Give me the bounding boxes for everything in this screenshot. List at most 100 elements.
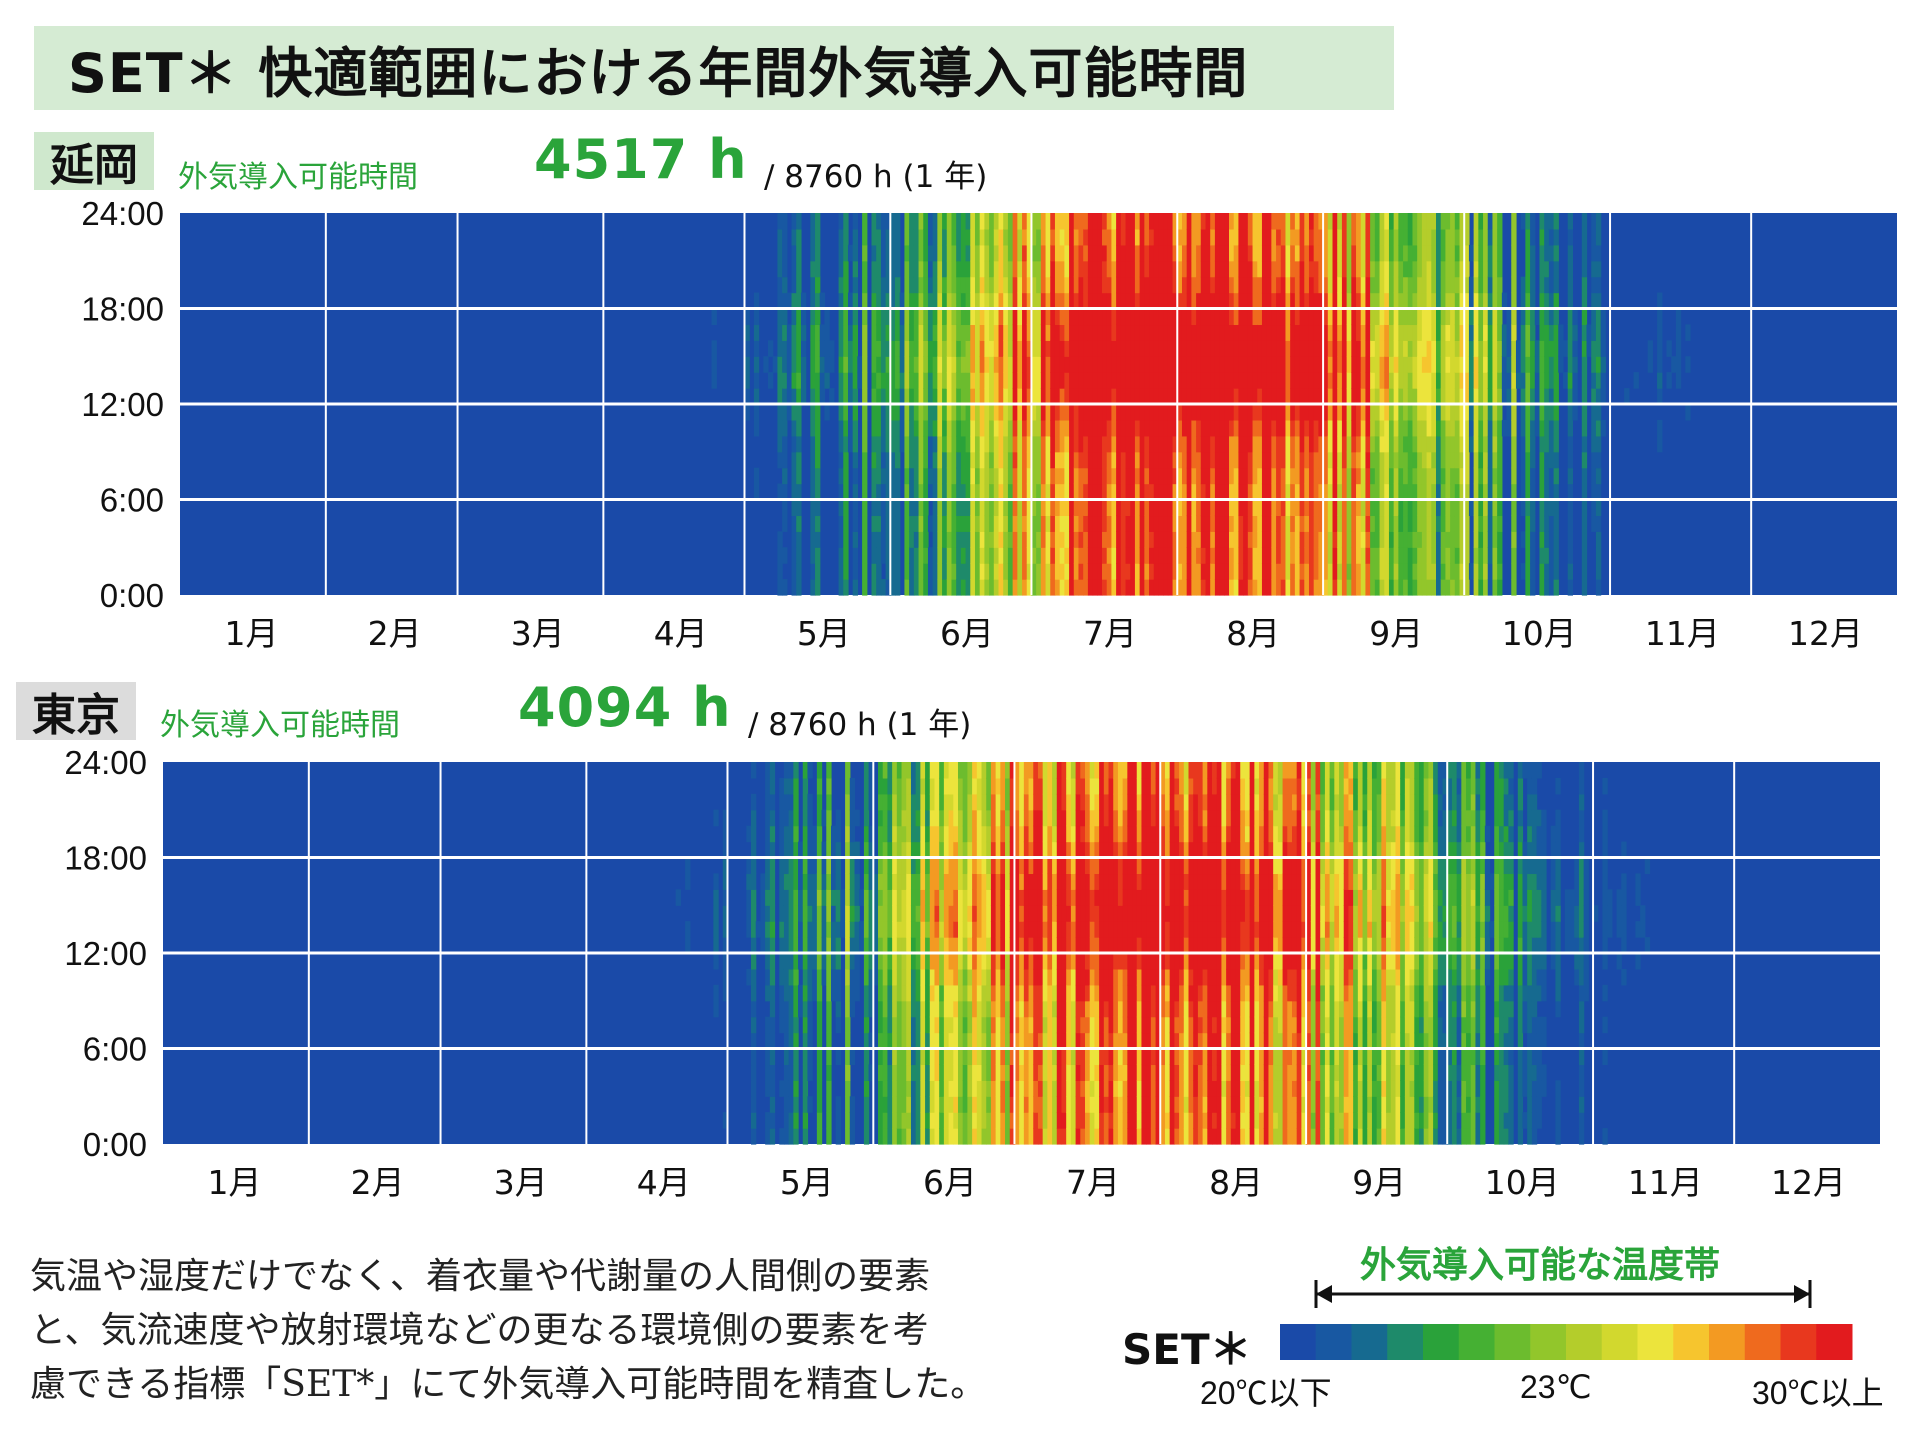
heatmap-cell — [1544, 292, 1550, 310]
heatmap-cell — [1087, 483, 1094, 501]
heatmap-cell — [871, 292, 877, 310]
heatmap-cell — [876, 356, 882, 373]
heatmap-cell — [892, 1096, 898, 1113]
heatmap-cell — [1200, 308, 1207, 326]
heatmap-cell — [845, 1128, 851, 1145]
heatmap-cell — [1473, 292, 1479, 310]
heatmap-cell — [1266, 388, 1272, 405]
heatmap-cell — [1191, 435, 1197, 453]
heatmap-cell — [1205, 244, 1211, 262]
heatmap-cell — [1539, 213, 1545, 230]
heatmap-cell — [1040, 467, 1047, 485]
heatmap-cell — [826, 1112, 832, 1129]
heatmap-cell — [793, 1128, 799, 1145]
heatmap-cell — [1111, 244, 1117, 262]
heatmap-cell — [1026, 292, 1033, 310]
heatmap-cell — [830, 857, 837, 875]
heatmap-cell — [1468, 276, 1475, 294]
heatmap-cell — [972, 921, 978, 938]
heatmap-cell — [843, 435, 849, 453]
heatmap-cell — [1304, 388, 1310, 405]
heatmap-cell — [1417, 260, 1423, 278]
heatmap-cell — [1224, 404, 1230, 421]
heatmap-cell — [1205, 563, 1211, 580]
heatmap-cell — [929, 905, 936, 922]
heatmap-cell — [1247, 308, 1254, 326]
heatmap-cell — [1205, 388, 1211, 405]
heatmap-cell — [1591, 340, 1597, 357]
heatmap-cell — [1040, 579, 1047, 596]
heatmap-cell — [1346, 531, 1352, 548]
heatmap-cell — [1445, 404, 1451, 421]
heatmap-cell — [815, 451, 821, 469]
heatmap-cell — [1073, 579, 1080, 596]
heatmap-cell — [876, 213, 882, 230]
heatmap-cell — [1073, 244, 1080, 262]
heatmap-cell — [939, 937, 945, 954]
heatmap-cell — [796, 244, 802, 262]
heatmap-cell — [1365, 499, 1371, 517]
heatmap-cell — [974, 340, 981, 357]
heatmap-cell — [835, 857, 841, 875]
heatmap-cell — [895, 563, 901, 580]
heatmap-cell — [1120, 499, 1127, 517]
heatmap-cell — [1229, 531, 1235, 548]
heatmap-cell — [934, 905, 940, 922]
heatmap-cell — [960, 292, 967, 310]
heatmap-cell — [796, 451, 802, 469]
heatmap-cell — [1210, 292, 1216, 310]
heatmap-cell — [890, 308, 896, 326]
heatmap-cell — [1299, 404, 1305, 421]
heatmap-cell — [1210, 451, 1216, 469]
heatmap-cell — [802, 937, 809, 954]
heatmap-cell — [1177, 356, 1183, 373]
heatmap-cell — [967, 1080, 973, 1097]
heatmap-cell — [1388, 451, 1395, 469]
heatmap-cell — [1308, 260, 1315, 278]
heatmap-cell — [934, 889, 940, 906]
heatmap-cell — [1440, 531, 1446, 548]
heatmap-cell — [1548, 388, 1555, 405]
heatmap-cell — [1106, 356, 1113, 373]
heatmap-cell — [1520, 499, 1526, 517]
heatmap-cell — [1454, 515, 1461, 532]
heatmap-cell — [943, 1128, 950, 1145]
heatmap-cell — [1290, 340, 1296, 357]
heatmap-cell — [1106, 515, 1113, 532]
heatmap-cell — [1050, 372, 1056, 389]
heatmap-cell — [989, 244, 995, 262]
heatmap-cell — [876, 324, 882, 341]
heatmap-cell — [896, 1080, 903, 1097]
city-label-tokyo: 東京 — [16, 682, 136, 741]
heatmap-cell — [1379, 467, 1385, 485]
heatmap-cell — [1365, 531, 1371, 548]
heatmap-cell — [1214, 213, 1221, 230]
heatmap-cell — [934, 825, 940, 843]
heatmap-cell — [1276, 260, 1282, 278]
heatmap-cell — [777, 547, 783, 564]
heatmap-cell — [1534, 419, 1541, 437]
heatmap-cell — [1459, 292, 1465, 310]
heatmap-cell — [843, 356, 849, 373]
heatmap-cell — [1097, 531, 1103, 548]
heatmap-cell — [1581, 531, 1588, 548]
heatmap-cell — [1403, 404, 1409, 421]
heatmap-cell — [786, 324, 793, 341]
heatmap-cell — [1539, 467, 1545, 485]
heatmap-cell — [986, 1080, 992, 1097]
heatmap-cell — [1299, 260, 1305, 278]
heatmap-cell — [1120, 228, 1127, 246]
heatmap-cell — [920, 937, 926, 954]
heatmap-cell — [1346, 419, 1352, 437]
heatmap-cell — [838, 388, 844, 405]
heatmap-cell — [993, 531, 1000, 548]
heatmap-cell — [878, 1048, 884, 1066]
heatmap-cell — [1436, 388, 1442, 405]
heatmap-cell — [970, 324, 976, 341]
y-tick-label: 12:00 — [81, 386, 164, 423]
heatmap-cell — [962, 1128, 968, 1145]
heatmap-cell — [1393, 388, 1399, 405]
heatmap-cell — [1379, 531, 1385, 548]
heatmap-cell — [1454, 435, 1461, 453]
heatmap-cell — [1294, 308, 1301, 326]
